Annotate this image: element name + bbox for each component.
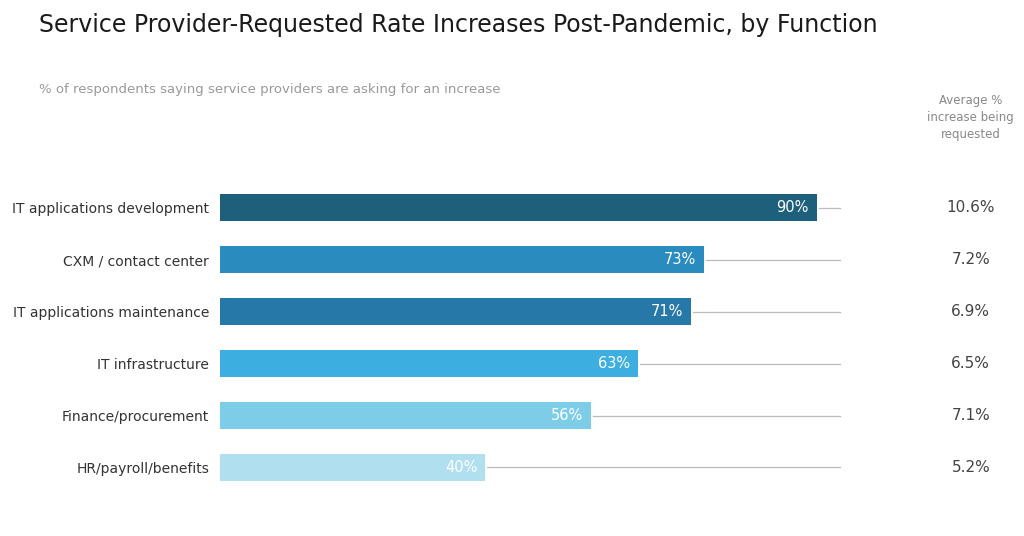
Text: 56%: 56%	[551, 408, 584, 423]
Bar	[220, 195, 817, 221]
Bar	[220, 350, 638, 377]
Text: 40%: 40%	[445, 460, 477, 475]
Text: 7.2%: 7.2%	[951, 252, 990, 267]
Text: 90%: 90%	[776, 200, 809, 215]
Text: 63%: 63%	[598, 356, 630, 371]
Text: % of respondents saying service providers are asking for an increase: % of respondents saying service provider…	[39, 83, 501, 96]
Text: 71%: 71%	[650, 304, 683, 319]
Bar	[220, 402, 592, 429]
Bar	[220, 298, 691, 325]
Bar	[220, 454, 485, 481]
Text: 10.6%: 10.6%	[946, 200, 995, 215]
Bar	[220, 247, 705, 273]
Text: 5.2%: 5.2%	[951, 460, 990, 475]
Text: 6.9%: 6.9%	[951, 304, 990, 319]
Text: Service Provider-Requested Rate Increases Post-Pandemic, by Function: Service Provider-Requested Rate Increase…	[39, 13, 878, 38]
Text: 73%: 73%	[664, 252, 696, 267]
Text: 7.1%: 7.1%	[951, 408, 990, 423]
Text: Average %
increase being
requested: Average % increase being requested	[928, 94, 1014, 141]
Text: 6.5%: 6.5%	[951, 356, 990, 371]
